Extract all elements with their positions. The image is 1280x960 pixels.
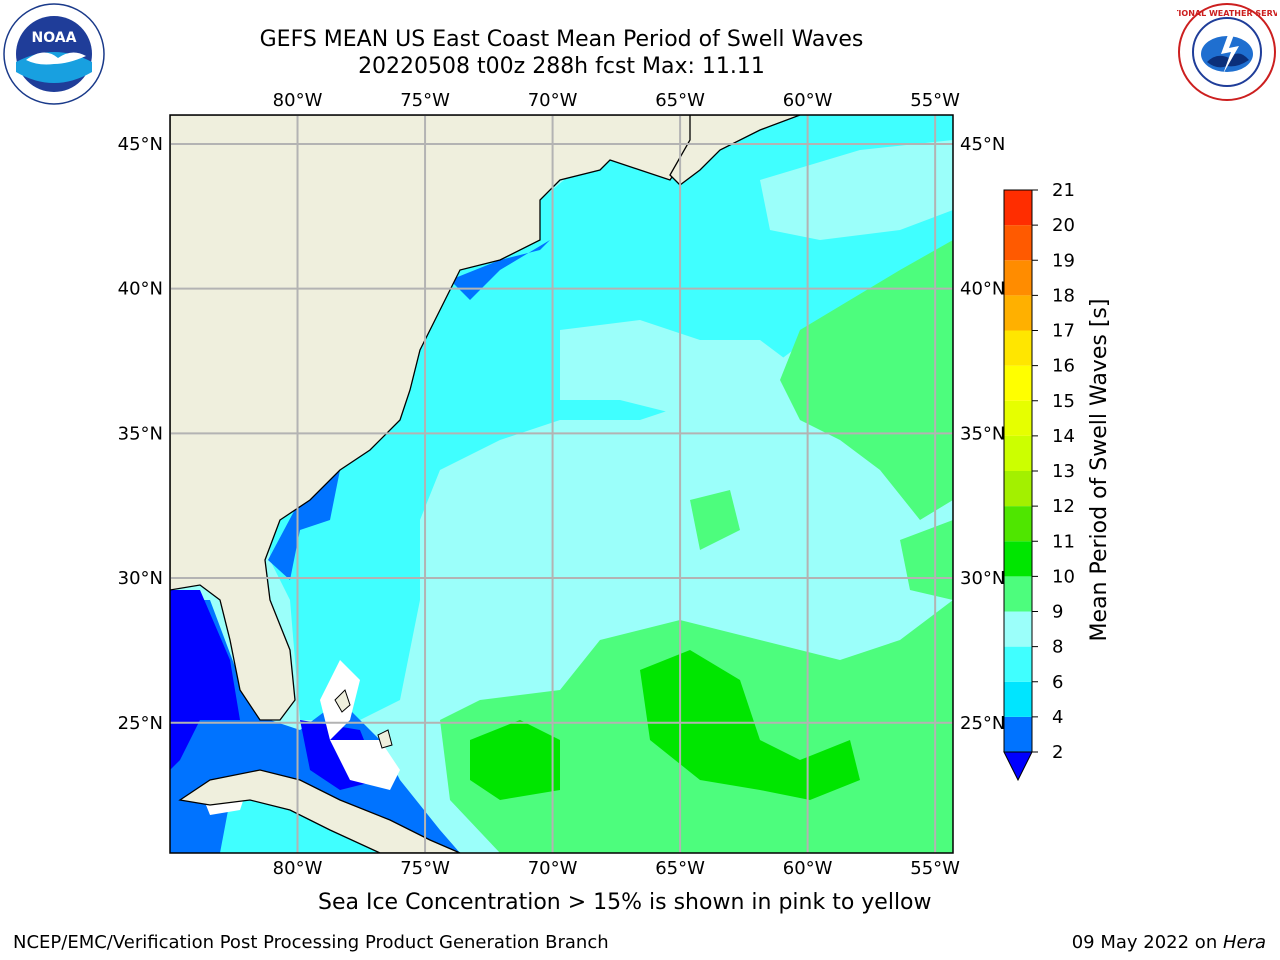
land-bahamas [334, 689, 351, 713]
lon-tick-label: 80°W [273, 90, 323, 111]
lon-tick-label: 55°W [910, 90, 960, 111]
colorbar-tick-label: 9 [1052, 602, 1063, 623]
lon-tick-label: 60°W [783, 858, 833, 879]
colorbar-tick-label: 15 [1052, 391, 1075, 412]
land-cuba [178, 769, 461, 853]
chart-title: GEFS MEAN US East Coast Mean Period of S… [259, 27, 864, 52]
contour-6-8 [270, 115, 953, 720]
colorbar-tick-label: 13 [1052, 461, 1075, 482]
nws-logo-text: NATIONAL WEATHER SERVICE [1177, 9, 1277, 18]
colorbar-segment [1004, 646, 1032, 682]
lon-tick-label: 70°W [528, 858, 578, 879]
colorbar-tick-label: 16 [1052, 356, 1075, 377]
lon-tick-label: 55°W [910, 858, 960, 879]
footer-date: 09 May 2022 on Hera [1072, 932, 1266, 953]
noaa-logo-text: NOAA [32, 30, 77, 46]
nws-logo: NATIONAL WEATHER SERVICE [1177, 3, 1277, 101]
colorbar-tick-label: 8 [1052, 637, 1063, 658]
lat-tick-label: 25°N [960, 713, 1005, 734]
colorbar-tick-label: 12 [1052, 496, 1075, 517]
colorbar-tick-label: 20 [1052, 215, 1075, 236]
contour-2-4-ny [450, 240, 550, 300]
colorbar-segment [1004, 611, 1032, 647]
lon-tick-label: 65°W [655, 858, 705, 879]
lat-labels-left: 45°N 40°N 35°N 30°N 25°N [118, 134, 163, 734]
lat-tick-label: 40°N [118, 279, 163, 300]
map-frame [169, 114, 954, 854]
colorbar-tick-label: 21 [1052, 180, 1075, 201]
colorbar-segment [1004, 400, 1032, 436]
lat-labels-right: 45°N 40°N 35°N 30°N 25°N [960, 134, 1005, 734]
colorbar-tick-label: 14 [1052, 426, 1075, 447]
colorbar-under-triangle [1003, 751, 1033, 782]
contour-10-11-a [470, 720, 560, 800]
colorbar-tick-label: 10 [1052, 566, 1075, 587]
colorbar-segment [1004, 225, 1032, 261]
colorbar-segment [1004, 471, 1032, 507]
colorbar-tick-label: 18 [1052, 285, 1075, 306]
colorbar-tick-label: 4 [1052, 707, 1063, 728]
lat-tick-label: 45°N [118, 134, 163, 155]
land-usa [170, 115, 701, 721]
contour-2-4-coast [268, 470, 340, 580]
chart-subtitle: 20220508 t00z 288h fcst Max: 11.11 [358, 54, 765, 79]
colorbar-segment [1004, 295, 1032, 331]
colorbar-tick-label: 17 [1052, 321, 1075, 342]
contour-9-10-east [780, 240, 953, 520]
colorbar-segment [1004, 330, 1032, 366]
gridlines [170, 115, 953, 853]
footer-date-text: 09 May 2022 on [1071, 932, 1223, 953]
colorbar-segment [1004, 576, 1032, 612]
lon-tick-label: 60°W [783, 90, 833, 111]
colorbar-segment [1004, 435, 1032, 471]
land-bahamas-2 [377, 729, 393, 749]
map-field [170, 115, 953, 853]
lat-tick-label: 25°N [118, 713, 163, 734]
colorbar-tick-label: 11 [1052, 531, 1075, 552]
lon-tick-label: 80°W [273, 858, 323, 879]
lon-tick-label: 70°W [528, 90, 578, 111]
contour-6-8-cuba [220, 790, 380, 853]
contour-9-10-right [900, 520, 953, 600]
colorbar-tick-label: 6 [1052, 672, 1063, 693]
lat-tick-label: 35°N [960, 423, 1005, 444]
sea-ice-caption: Sea Ice Concentration > 15% is shown in … [318, 890, 932, 915]
colorbar-segment [1004, 506, 1032, 542]
lat-tick-label: 40°N [960, 279, 1005, 300]
lon-labels-bottom: 80°W 75°W 70°W 65°W 60°W 55°W [273, 858, 961, 879]
lon-tick-label: 75°W [400, 858, 450, 879]
colorbar-segment [1004, 541, 1032, 577]
colorbar: 2 4 6 8 9 10 11 12 13 14 15 16 17 18 19 20 21 [1003, 180, 1075, 782]
contour-9-10-mid [690, 490, 740, 550]
land-nova-scotia [669, 115, 801, 186]
colorbar-segment [1004, 365, 1032, 401]
lat-tick-label: 35°N [118, 423, 163, 444]
lat-tick-label: 30°N [118, 568, 163, 589]
lat-tick-label: 45°N [960, 134, 1005, 155]
footer-credit: NCEP/EMC/Verification Post Processing Pr… [13, 932, 609, 953]
colorbar-tick-label: 2 [1052, 742, 1063, 763]
colorbar-label: Mean Period of Swell Waves [s] [1087, 299, 1112, 642]
contour-10-11-b [640, 650, 860, 800]
colorbar-segment [1004, 716, 1032, 752]
noaa-logo: NOAA [3, 3, 105, 105]
colorbar-segment [1004, 260, 1032, 296]
lon-labels-top: 80°W 75°W 70°W 65°W 60°W 55°W [273, 90, 961, 111]
lon-tick-label: 65°W [655, 90, 705, 111]
colorbar-tick-label: 19 [1052, 250, 1075, 271]
lat-tick-label: 30°N [960, 568, 1005, 589]
colorbar-segment [1004, 681, 1032, 717]
colorbar-segment [1004, 190, 1032, 226]
white-bahamas-2 [330, 740, 400, 790]
contour-below-2-gulf [170, 590, 240, 770]
lon-tick-label: 75°W [400, 90, 450, 111]
footer-machine: Hera [1222, 932, 1266, 953]
